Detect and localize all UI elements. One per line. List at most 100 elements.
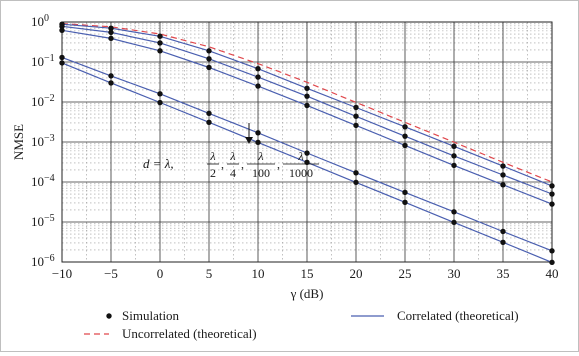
uncorrelated-curve bbox=[61, 23, 553, 183]
simulation-point bbox=[549, 191, 555, 197]
simulation-point bbox=[451, 209, 457, 215]
simulation-point bbox=[304, 102, 310, 109]
simulation-point bbox=[304, 85, 310, 92]
simulation-point bbox=[108, 73, 114, 79]
x-tick-labels: −10 −5 0 5 10 15 20 25 30 35 40 bbox=[52, 266, 559, 281]
y-tick-label: 10 bbox=[31, 254, 44, 269]
y-tick-exponent: −5 bbox=[44, 213, 55, 224]
fraction-comma: , bbox=[241, 157, 244, 171]
simulation-point bbox=[206, 56, 212, 62]
simulation-point bbox=[255, 83, 261, 89]
fraction-comma: , bbox=[221, 157, 224, 171]
simulation-point bbox=[59, 27, 65, 34]
fraction-denominator: 4 bbox=[230, 166, 236, 180]
simulation-point bbox=[353, 113, 359, 119]
simulation-point bbox=[402, 124, 408, 130]
simulation-point bbox=[255, 130, 261, 136]
x-tick-label: 30 bbox=[448, 266, 461, 281]
simulation-point bbox=[108, 35, 114, 42]
annotation-arrow-head bbox=[245, 137, 253, 144]
simulation-point bbox=[402, 199, 408, 206]
fraction-denominator: 100 bbox=[252, 166, 270, 180]
simulation-point bbox=[157, 33, 163, 39]
simulation-point bbox=[157, 99, 163, 106]
simulation-point bbox=[255, 74, 261, 80]
y-axis-label: NMSE bbox=[11, 124, 26, 160]
simulation-point bbox=[59, 60, 65, 66]
simulation-point bbox=[402, 142, 408, 149]
simulation-point bbox=[451, 219, 457, 226]
y-tick-label: 10 bbox=[31, 214, 44, 229]
simulation-point bbox=[500, 239, 506, 246]
x-tick-label: 15 bbox=[301, 266, 314, 281]
legend-label: Uncorrelated (theoretical) bbox=[122, 326, 257, 341]
simulation-point bbox=[157, 40, 163, 46]
x-tick-label: −10 bbox=[52, 266, 72, 281]
y-tick-label: 10 bbox=[31, 174, 44, 189]
simulation-point bbox=[255, 139, 261, 146]
legend-label: Correlated (theoretical) bbox=[397, 308, 519, 323]
fraction-numerator: λ bbox=[229, 149, 235, 163]
simulation-point bbox=[157, 48, 163, 54]
y-tick-label: 10 bbox=[31, 134, 44, 149]
x-tick-label: 35 bbox=[497, 266, 510, 281]
y-tick-label: 10 bbox=[31, 14, 44, 29]
simulation-point bbox=[549, 259, 555, 266]
annotation-prefix: d = λ, bbox=[143, 156, 174, 171]
grid bbox=[61, 21, 553, 263]
y-tick-exponent: −4 bbox=[44, 173, 55, 184]
fraction-comma: , bbox=[277, 157, 280, 171]
simulation-point bbox=[59, 54, 65, 61]
legend-label: Simulation bbox=[122, 308, 180, 323]
x-tick-label: −5 bbox=[104, 266, 118, 281]
legend: Simulation Correlated (theoretical) Uncorr… bbox=[84, 308, 519, 341]
simulation-point bbox=[206, 48, 212, 54]
y-tick-label: 10 bbox=[31, 94, 44, 109]
simulation-point bbox=[451, 153, 457, 159]
simulation-point bbox=[206, 119, 212, 126]
x-tick-label: 5 bbox=[206, 266, 213, 281]
simulation-point bbox=[59, 23, 65, 30]
simulation-point bbox=[549, 248, 555, 254]
simulation-point bbox=[402, 133, 408, 139]
fraction-denominator: 2 bbox=[210, 166, 216, 180]
simulation-point bbox=[353, 170, 359, 176]
simulation-point bbox=[500, 163, 506, 169]
y-tick-exponent: −2 bbox=[44, 93, 55, 104]
fraction-numerator: λ bbox=[209, 149, 215, 163]
x-tick-label: 10 bbox=[252, 266, 265, 281]
simulation-point bbox=[304, 150, 310, 156]
simulation-point bbox=[157, 91, 163, 97]
fraction-numerator: λ bbox=[257, 149, 263, 163]
simulation-point bbox=[108, 25, 114, 31]
simulation-point bbox=[451, 143, 457, 150]
simulation-point bbox=[500, 228, 506, 235]
simulation-point bbox=[549, 201, 555, 207]
y-tick-exponent: −6 bbox=[44, 253, 55, 264]
simulation-points bbox=[59, 21, 555, 266]
simulation-point bbox=[255, 65, 261, 72]
simulation-point bbox=[549, 183, 555, 189]
simulation-point bbox=[353, 104, 359, 111]
fraction-numerator: λ bbox=[297, 149, 303, 163]
simulation-point bbox=[500, 172, 506, 178]
y-tick-exponent: −3 bbox=[44, 133, 55, 144]
simulation-point bbox=[500, 182, 506, 188]
simulation-point bbox=[353, 122, 359, 129]
x-tick-label: 20 bbox=[350, 266, 363, 281]
x-axis-label: γ (dB) bbox=[290, 286, 324, 301]
x-tick-label: 0 bbox=[157, 266, 164, 281]
legend-simulation-marker bbox=[106, 313, 112, 319]
simulation-point bbox=[108, 80, 114, 86]
fraction-denominator: 1000 bbox=[289, 166, 313, 180]
simulation-point bbox=[353, 179, 359, 186]
simulation-point bbox=[402, 189, 408, 196]
y-tick-exponent: −1 bbox=[44, 53, 55, 64]
simulation-point bbox=[206, 64, 212, 71]
simulation-point bbox=[451, 162, 457, 169]
simulation-point bbox=[304, 93, 310, 99]
simulation-point bbox=[206, 110, 212, 117]
